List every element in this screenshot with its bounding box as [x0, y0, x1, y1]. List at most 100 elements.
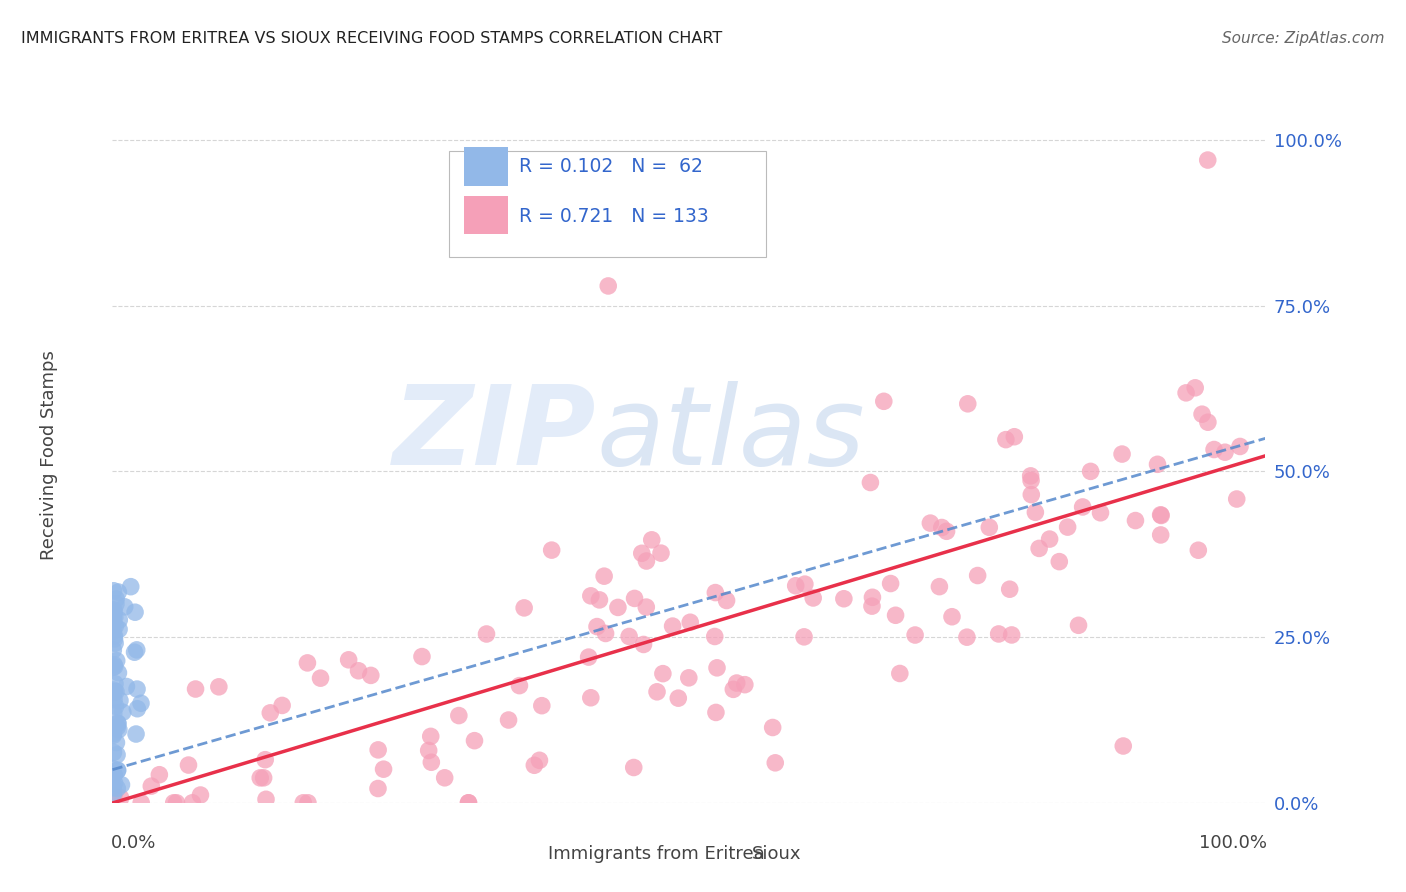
Point	[1229, 440, 1251, 454]
Point	[1047, 555, 1070, 569]
Point	[884, 608, 907, 623]
Bar	[464, 147, 508, 186]
Point	[101, 624, 124, 638]
Point	[1019, 468, 1042, 483]
Point	[101, 605, 124, 619]
Point	[297, 656, 319, 670]
Point	[103, 726, 125, 740]
Point	[661, 619, 683, 633]
Point	[617, 630, 640, 644]
Point	[433, 771, 456, 785]
Point	[103, 643, 125, 657]
Point	[110, 791, 132, 805]
Point	[103, 780, 125, 795]
Point	[292, 796, 315, 810]
Point	[598, 279, 620, 293]
Point	[463, 733, 485, 747]
Point	[103, 768, 125, 782]
Point	[630, 546, 652, 560]
Point	[347, 664, 370, 678]
Point	[873, 394, 896, 409]
Bar	[711, 841, 744, 868]
Point	[103, 629, 125, 643]
Point	[373, 762, 395, 776]
Point	[1090, 506, 1112, 520]
Point	[966, 568, 988, 582]
Point	[832, 591, 855, 606]
Point	[904, 628, 927, 642]
Point	[1021, 488, 1043, 502]
Point	[1056, 520, 1078, 534]
Point	[704, 585, 727, 599]
Point	[1150, 508, 1173, 523]
Point	[1184, 381, 1206, 395]
Point	[103, 604, 125, 618]
Point	[259, 706, 281, 720]
Point	[678, 671, 700, 685]
Point	[419, 730, 441, 744]
Point	[475, 627, 498, 641]
Point	[862, 591, 884, 605]
Point	[127, 702, 149, 716]
Point	[271, 698, 294, 713]
Point	[108, 613, 131, 627]
Point	[785, 579, 807, 593]
Point	[987, 627, 1010, 641]
Point	[793, 577, 815, 591]
Point	[860, 599, 883, 614]
Point	[367, 781, 389, 796]
Point	[1146, 458, 1168, 472]
Point	[129, 696, 152, 710]
Point	[703, 630, 725, 644]
Point	[141, 779, 163, 793]
Point	[111, 705, 134, 719]
Point	[101, 612, 124, 626]
Point	[181, 796, 204, 810]
Point	[725, 676, 748, 690]
Point	[1226, 491, 1249, 506]
Point	[107, 715, 129, 730]
Point	[103, 692, 125, 706]
Text: IMMIGRANTS FROM ERITREA VS SIOUX RECEIVING FOOD STAMPS CORRELATION CHART: IMMIGRANTS FROM ERITREA VS SIOUX RECEIVI…	[21, 31, 723, 46]
Point	[651, 666, 673, 681]
Point	[108, 623, 131, 637]
Point	[125, 643, 148, 657]
Point	[586, 619, 609, 633]
Point	[148, 768, 170, 782]
Bar	[464, 196, 508, 235]
Text: Receiving Food Stamps: Receiving Food Stamps	[39, 350, 58, 560]
Point	[163, 796, 186, 810]
Point	[793, 630, 815, 644]
Point	[859, 475, 882, 490]
Point	[595, 626, 617, 640]
Point	[530, 698, 553, 713]
Point	[1067, 618, 1090, 632]
Point	[633, 637, 655, 651]
Point	[103, 767, 125, 781]
Point	[103, 684, 125, 698]
Text: Immigrants from Eritrea: Immigrants from Eritrea	[548, 846, 765, 863]
Point	[498, 713, 520, 727]
Point	[588, 593, 610, 607]
Point	[105, 747, 128, 762]
Point	[1125, 514, 1147, 528]
Point	[931, 520, 953, 534]
Point	[1019, 474, 1042, 488]
Point	[125, 682, 148, 697]
Point	[1202, 442, 1225, 457]
Point	[253, 771, 276, 785]
Point	[679, 615, 702, 630]
Point	[801, 591, 824, 605]
Text: atlas: atlas	[596, 381, 865, 488]
Point	[107, 763, 129, 777]
Point	[579, 589, 602, 603]
Point	[704, 706, 727, 720]
Point	[1028, 541, 1050, 556]
Point	[103, 632, 125, 646]
Point	[420, 756, 443, 770]
Point	[623, 591, 645, 606]
Point	[103, 583, 125, 598]
Point	[107, 665, 129, 680]
Point	[513, 600, 536, 615]
Point	[457, 796, 479, 810]
